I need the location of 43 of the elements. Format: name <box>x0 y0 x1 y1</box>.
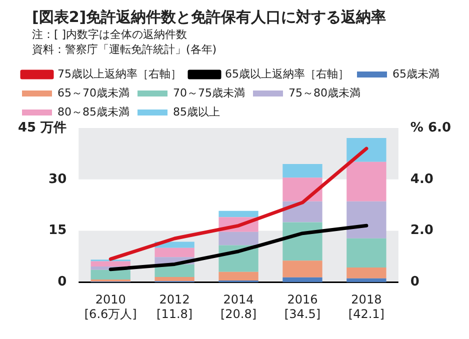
bar <box>346 267 386 278</box>
y-tick-label: 45 万件 <box>18 120 67 136</box>
x-tick-label: 2014 [20.8] <box>220 292 257 321</box>
bar <box>282 178 322 202</box>
text: 注：[ ]内数字は全体の返納件数 <box>32 27 188 42</box>
legend-label: 65歳以上返納率［右軸］ <box>224 67 349 80</box>
bar <box>346 162 386 202</box>
x-tick-label: 2012 [11.8] <box>156 292 193 321</box>
legend-label: 85歳以上 <box>172 105 220 118</box>
bar <box>218 232 258 246</box>
bar <box>346 138 386 162</box>
legend-label: 70～75歳未満 <box>172 86 245 100</box>
bar <box>346 278 386 282</box>
bar <box>90 261 130 266</box>
bar <box>346 238 386 268</box>
y-tick-label: 0 <box>58 274 67 290</box>
legend-label: 80～85歳未満 <box>58 105 130 118</box>
bar <box>218 272 258 280</box>
bar <box>346 201 386 238</box>
bar <box>218 210 258 218</box>
bar <box>154 277 194 282</box>
y2-tick-label: % 6.0 <box>410 120 452 136</box>
bar <box>154 248 194 258</box>
legend-label: 75歳以上返納率［右軸］ <box>58 67 182 80</box>
x-tick-label: 2016 [34.5] <box>284 292 321 321</box>
x-tick-label: 2010 [6.6万人] <box>84 292 137 321</box>
y2-tick-label: 4.0 <box>410 172 434 187</box>
y2-tick-label: 0 <box>410 274 420 290</box>
x-tick-label: 2018 [42.1] <box>348 292 384 321</box>
legend-label: 75～80歳未満 <box>288 86 360 100</box>
chart-title: [図表2]免許返納件数と免許保有人口に対する返納率 <box>32 8 388 27</box>
legend-label: 65歳未満 <box>392 67 440 80</box>
legend-label: 65～70歳未満 <box>58 86 130 100</box>
text: 資料：警察庁「運転免許統計」(各年) <box>32 42 218 57</box>
bar <box>90 279 130 282</box>
bar <box>282 164 322 178</box>
y-tick-label: 15 <box>48 223 67 238</box>
bar <box>282 277 322 282</box>
bar <box>90 270 130 280</box>
bar <box>282 222 322 261</box>
y2-tick-label: 2.0 <box>410 223 434 238</box>
y-tick-label: 30 <box>48 172 67 187</box>
bar <box>282 260 322 278</box>
